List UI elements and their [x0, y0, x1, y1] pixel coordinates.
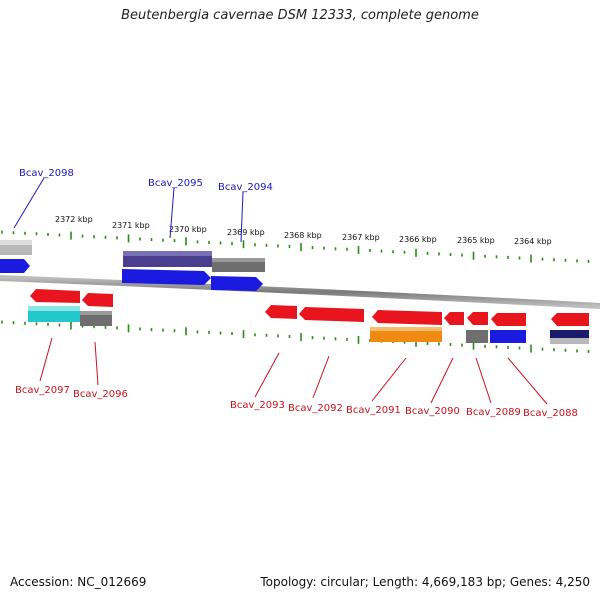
scale-label: 2372 kbp	[55, 215, 93, 224]
gene-arrow-red[interactable]	[30, 289, 80, 303]
gene-highlight	[80, 311, 112, 315]
gene-arrow-red[interactable]	[299, 307, 364, 322]
gene-label[interactable]: Bcav_2088	[523, 408, 578, 419]
label-leader-line	[94, 341, 99, 386]
gene-arrow-red[interactable]	[551, 313, 589, 326]
scale-label: 2370 kbp	[169, 225, 207, 234]
gene-arrow-blue[interactable]	[122, 269, 211, 285]
label-leader-line	[507, 357, 548, 405]
gene-label[interactable]: Bcav_2098	[19, 168, 74, 179]
gene-label[interactable]: Bcav_2096	[73, 389, 128, 400]
scale-label: 2365 kbp	[457, 236, 495, 245]
gene-highlight	[123, 251, 212, 256]
label-leader-line	[312, 355, 330, 399]
label-leader-line	[254, 352, 280, 398]
forward-strand-track	[0, 240, 265, 291]
gene-arrow-blue[interactable]	[0, 259, 30, 273]
map-title: Beutenbergia cavernae DSM 12333, complet…	[121, 8, 479, 23]
gene-label[interactable]: Bcav_2093	[230, 400, 285, 411]
gene-arrow-red[interactable]	[444, 312, 464, 325]
gene-label[interactable]: Bcav_2097	[15, 385, 70, 396]
gene-arrow-red[interactable]	[467, 312, 488, 325]
scale-labels: 2372 kbp 2371 kbp 2370 kbp 2369 kbp 2368…	[55, 215, 552, 246]
gene-feature-gray[interactable]	[466, 330, 488, 343]
accession-text: Accession: NC_012669	[10, 575, 147, 589]
gene-highlight	[28, 306, 80, 311]
label-leader-line	[39, 337, 53, 382]
reverse-strand-track	[28, 289, 589, 344]
label-leader-line	[240, 191, 244, 243]
scale-label: 2364 kbp	[514, 237, 552, 246]
forward-gene-labels: Bcav_2098 Bcav_2095 Bcav_2094	[13, 168, 273, 243]
gene-feature-blue[interactable]	[490, 330, 526, 343]
gene-label[interactable]: Bcav_2090	[405, 406, 460, 417]
gene-label[interactable]: Bcav_2095	[148, 178, 203, 189]
genome-backbone	[0, 275, 600, 309]
gene-arrow-red[interactable]	[265, 305, 297, 319]
gene-label[interactable]: Bcav_2091	[346, 405, 401, 416]
label-leader-line	[475, 357, 492, 404]
label-leader-line	[430, 357, 454, 404]
gene-highlight	[0, 240, 32, 245]
genome-summary-text: Topology: circular; Length: 4,669,183 bp…	[260, 575, 590, 589]
gene-label[interactable]: Bcav_2089	[466, 407, 521, 418]
scale-label: 2369 kbp	[227, 228, 265, 237]
scale-label: 2371 kbp	[112, 221, 150, 230]
label-leader-line	[371, 357, 407, 402]
gene-arrow-red[interactable]	[372, 310, 442, 325]
scale-label: 2366 kbp	[399, 235, 437, 244]
gene-label[interactable]: Bcav_2094	[218, 182, 273, 193]
scale-label: 2367 kbp	[342, 233, 380, 242]
gene-label[interactable]: Bcav_2092	[288, 403, 343, 414]
gene-arrow-blue[interactable]	[211, 276, 263, 291]
gene-arrow-red[interactable]	[82, 293, 113, 307]
label-leader-line	[13, 177, 45, 229]
gene-feature-gray[interactable]	[550, 338, 589, 344]
gene-highlight	[370, 327, 442, 331]
gene-highlight	[212, 258, 265, 262]
gene-arrow-red[interactable]	[491, 313, 526, 326]
label-leader-line	[169, 187, 175, 239]
reverse-gene-labels: Bcav_2097 Bcav_2096 Bcav_2093 Bcav_2092 …	[15, 337, 578, 419]
tick-track-top	[1, 230, 590, 263]
gene-feature-navy[interactable]	[550, 330, 589, 338]
scale-label: 2368 kbp	[284, 231, 322, 240]
